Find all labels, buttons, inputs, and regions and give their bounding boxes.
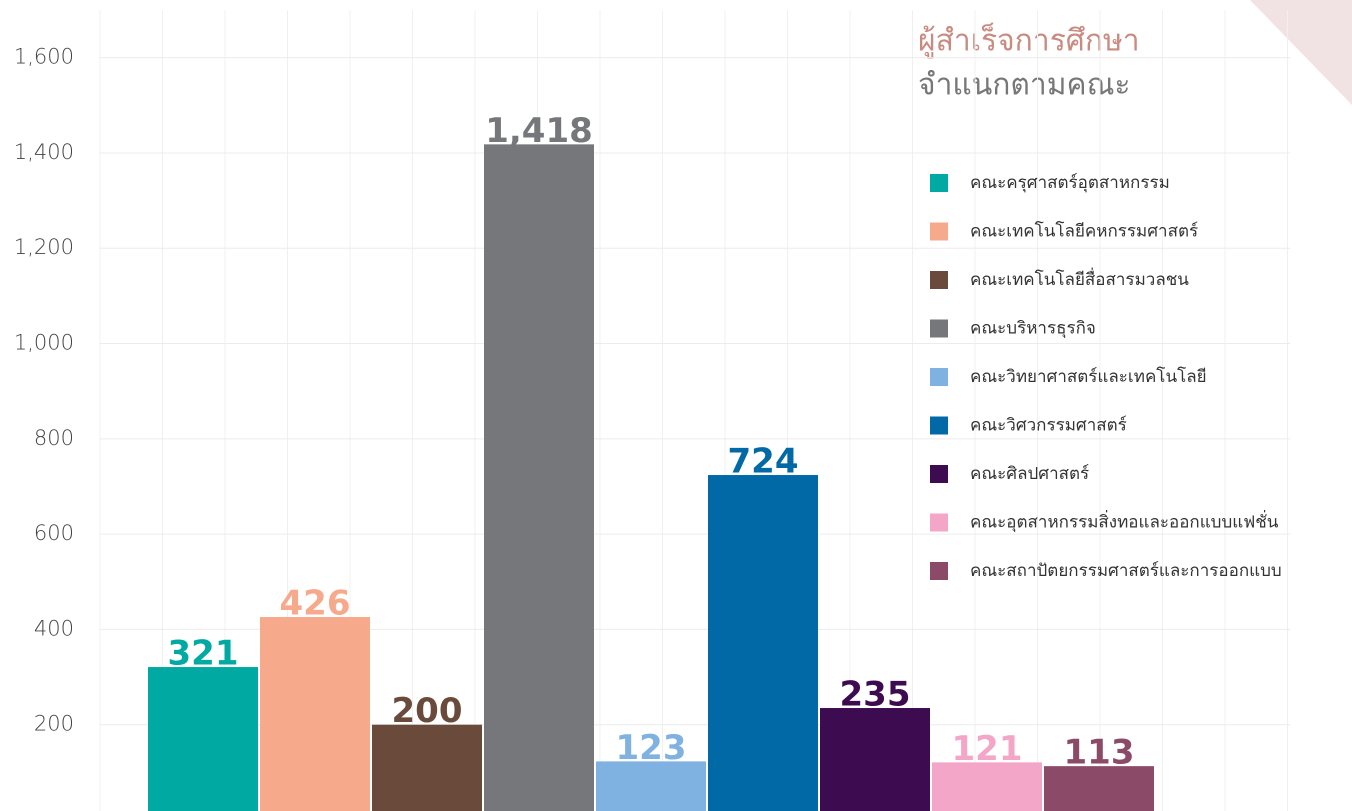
bar [596, 761, 706, 811]
value-label: 321 [168, 634, 239, 674]
y-tick-label: 1,000 [14, 331, 74, 355]
legend-label: คณะอุตสาหกรรมสิ่งทอและออกแบบแฟชั่น [970, 510, 1279, 533]
legend-swatch [930, 271, 948, 289]
y-tick-label: 1,400 [14, 140, 74, 164]
legend-swatch [930, 465, 948, 483]
y-tick-label: 1,600 [14, 45, 74, 69]
decoration [1250, 0, 1352, 105]
chart-subtitle: จำแนกตามคณะ [918, 68, 1131, 103]
legend-swatch [930, 416, 948, 435]
value-label: 121 [952, 729, 1023, 769]
bar [260, 617, 370, 811]
legend-swatch [930, 368, 948, 386]
legend-swatch [930, 513, 948, 532]
value-label: 235 [840, 675, 911, 715]
legend-swatch [930, 319, 948, 338]
bar [484, 144, 594, 811]
y-tick-label: 600 [34, 521, 74, 545]
legend-label: คณะบริหารธุรกิจ [970, 319, 1096, 339]
bar [932, 762, 1042, 811]
legend-label: คณะศิลปศาสตร์ [970, 464, 1089, 484]
value-label: 200 [392, 691, 463, 731]
bar [148, 667, 258, 811]
bar [820, 708, 930, 811]
y-tick-label: 200 [34, 712, 74, 736]
value-label: 724 [728, 442, 799, 482]
value-label: 123 [616, 728, 687, 768]
y-tick-label: 1,200 [14, 235, 74, 259]
y-tick-label: 400 [34, 616, 74, 640]
legend-swatch [930, 174, 948, 192]
legend-label: คณะวิทยาศาสตร์และเทคโนโลยี [970, 366, 1207, 387]
value-label: 113 [1064, 733, 1135, 773]
legend-label: คณะครุศาสตร์อุตสาหกรรม [970, 173, 1170, 193]
bar [1044, 766, 1154, 811]
legend-swatch [930, 562, 948, 580]
legend-label: คณะเทคโนโลยีคหกรรมศาสตร์ [970, 221, 1198, 242]
legend-label: คณะวิศวกรรมศาสตร์ [970, 416, 1127, 436]
legend-label: คณะเทคโนโลยีสื่อสารมวลชน [970, 267, 1189, 290]
chart-title: ผู้สำเร็จการศึกษา [918, 22, 1140, 59]
y-tick-label: 800 [34, 426, 74, 450]
value-label: 426 [280, 584, 351, 624]
legend-label: คณะสถาปัตยกรรมศาสตร์และการออกแบบ [970, 561, 1282, 581]
legend-swatch [930, 222, 948, 241]
bar [372, 724, 482, 811]
value-label: 1,418 [485, 111, 593, 151]
bar [708, 475, 818, 811]
